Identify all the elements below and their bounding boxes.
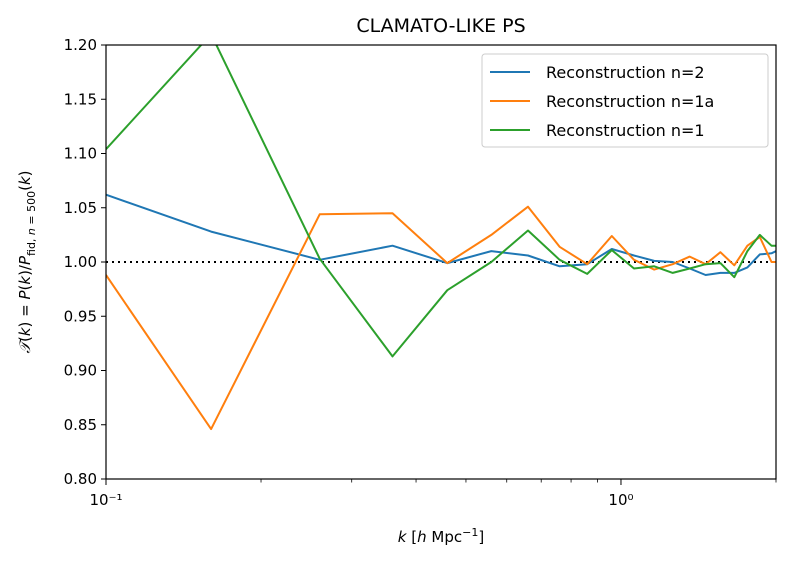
y-tick-label: 0.95 [64,307,97,325]
series-line-2 [106,205,776,431]
y-tick-label: 1.15 [64,90,97,108]
y-tick-label: 1.10 [64,145,97,163]
series-layer [106,45,776,431]
legend-box [481,53,769,148]
y-tick-label: 1.20 [64,36,97,54]
legend: Reconstruction n=2 Reconstruction n=1a Rec… [481,53,769,148]
y-tick-label: 1.00 [64,253,97,271]
y-tick-label: 0.90 [64,362,97,380]
legend-label-1: Reconstruction n=2 [546,63,705,82]
legend-label-3: Reconstruction n=1 [546,121,705,140]
chart-title: CLAMATO-LIKE PS [356,15,525,37]
y-tick-label: 1.05 [64,199,97,217]
series-line-1 [106,193,776,276]
x-tick-label: 10⁻¹ [89,491,122,509]
x-tick-label: 10⁰ [608,491,633,509]
y-axis: 0.80 0.85 0.90 0.95 1.00 1.05 1.10 1.15 1.20 [64,36,106,488]
y-tick-label: 0.85 [64,416,97,434]
y-tick-label: 0.80 [64,470,97,488]
legend-label-2: Reconstruction n=1a [546,92,714,111]
x-axis: 10⁻¹ 10⁰ [89,479,777,509]
series-line-3 [106,45,776,358]
